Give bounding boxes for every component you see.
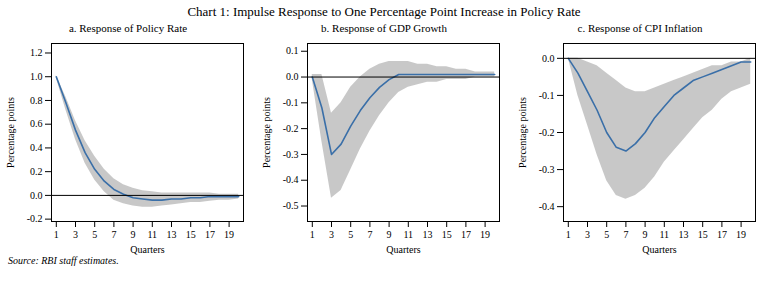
svg-text:11: 11 [403, 229, 413, 240]
svg-text:9: 9 [131, 229, 136, 240]
svg-text:-0.2: -0.2 [539, 127, 555, 138]
svg-text:Quarters: Quarters [386, 244, 421, 255]
svg-text:1: 1 [54, 229, 59, 240]
svg-text:13: 13 [423, 229, 433, 240]
svg-text:-0.4: -0.4 [283, 174, 299, 185]
svg-text:0.0: 0.0 [286, 71, 299, 82]
svg-text:1.2: 1.2 [30, 47, 43, 58]
svg-text:15: 15 [442, 229, 452, 240]
svg-text:0.1: 0.1 [286, 45, 299, 56]
svg-text:5: 5 [604, 229, 609, 240]
svg-text:Quarters: Quarters [642, 244, 677, 255]
svg-text:7: 7 [111, 229, 116, 240]
svg-text:19: 19 [736, 229, 746, 240]
svg-text:Percentage points: Percentage points [5, 97, 16, 168]
html-text:Chart 1: Impulse Response to O: Chart 1: Impulse Response to One Percent… [187, 4, 581, 19]
html-text:c. Response of CPI Inflation: c. Response of CPI Inflation [577, 22, 703, 34]
svg-text:1: 1 [310, 229, 315, 240]
svg-text:11: 11 [659, 229, 669, 240]
svg-text:-0.3: -0.3 [539, 164, 555, 175]
svg-text:0.2: 0.2 [30, 166, 43, 177]
svg-text:13: 13 [679, 229, 689, 240]
svg-text:-0.2: -0.2 [27, 213, 43, 224]
svg-text:11: 11 [147, 229, 157, 240]
svg-text:Quarters: Quarters [130, 244, 165, 255]
svg-text:7: 7 [623, 229, 628, 240]
svg-text:17: 17 [461, 229, 471, 240]
svg-text:Percentage points: Percentage points [517, 97, 528, 168]
svg-text:0.0: 0.0 [542, 53, 555, 64]
svg-text:13: 13 [167, 229, 177, 240]
svg-text:3: 3 [73, 229, 78, 240]
svg-text:9: 9 [643, 229, 648, 240]
svg-text:15: 15 [698, 229, 708, 240]
svg-text:Percentage points: Percentage points [261, 97, 272, 168]
svg-text:1: 1 [566, 229, 571, 240]
svg-text:19: 19 [224, 229, 234, 240]
svg-text:15: 15 [186, 229, 196, 240]
svg-text:0.8: 0.8 [30, 95, 43, 106]
svg-text:5: 5 [92, 229, 97, 240]
svg-text:-0.4: -0.4 [539, 201, 555, 212]
svg-text:9: 9 [387, 229, 392, 240]
svg-text:0.6: 0.6 [30, 118, 43, 129]
svg-text:0.0: 0.0 [30, 190, 43, 201]
svg-text:19: 19 [480, 229, 490, 240]
svg-text:5: 5 [348, 229, 353, 240]
svg-text:1.0: 1.0 [30, 71, 43, 82]
svg-text:-0.1: -0.1 [283, 97, 299, 108]
svg-text:17: 17 [717, 229, 727, 240]
svg-text:-0.3: -0.3 [283, 149, 299, 160]
html-text:a. Response of Policy Rate: a. Response of Policy Rate [68, 22, 188, 34]
svg-text:3: 3 [329, 229, 334, 240]
html-text:b. Response of GDP Growth: b. Response of GDP Growth [321, 22, 447, 34]
svg-text:-0.5: -0.5 [283, 200, 299, 211]
svg-text:17: 17 [205, 229, 215, 240]
html-text:Source: RBI staff estimates.: Source: RBI staff estimates. [8, 255, 119, 266]
svg-text:0.4: 0.4 [30, 142, 43, 153]
svg-text:7: 7 [367, 229, 372, 240]
svg-text:-0.1: -0.1 [539, 90, 555, 101]
svg-text:-0.2: -0.2 [283, 123, 299, 134]
svg-text:3: 3 [585, 229, 590, 240]
